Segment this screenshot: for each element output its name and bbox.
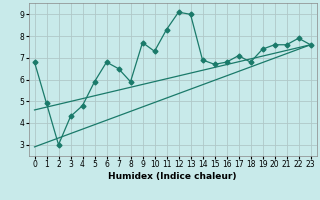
X-axis label: Humidex (Indice chaleur): Humidex (Indice chaleur) — [108, 172, 237, 181]
